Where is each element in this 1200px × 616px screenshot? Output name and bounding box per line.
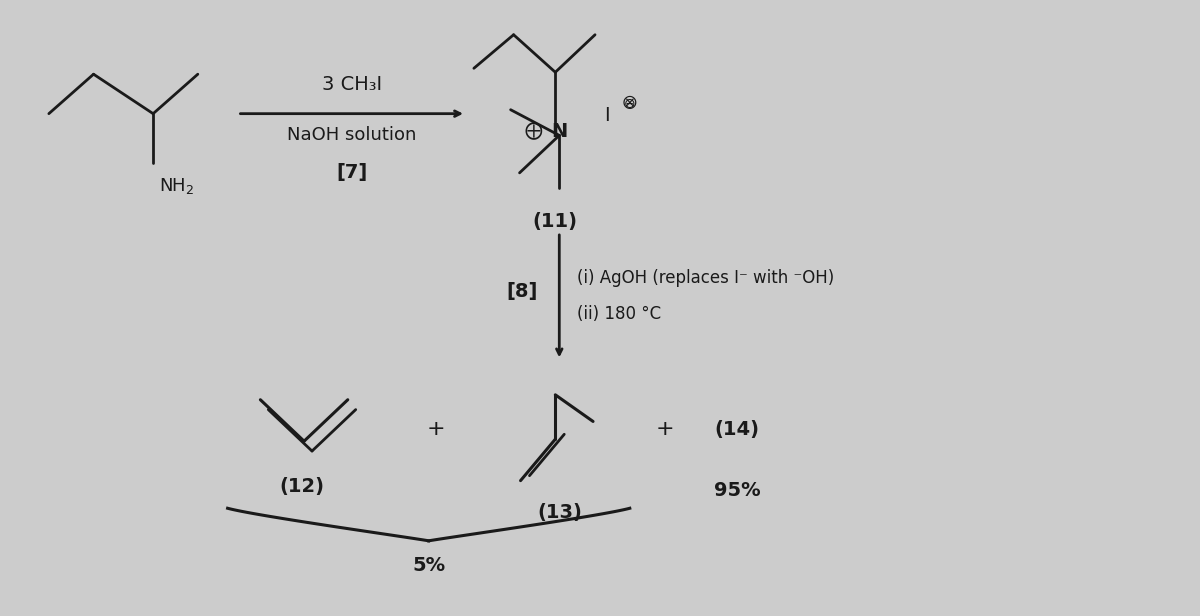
- Text: NH$_2$: NH$_2$: [160, 176, 194, 196]
- Text: NaOH solution: NaOH solution: [287, 126, 416, 144]
- Text: 5%: 5%: [412, 556, 445, 575]
- Text: (13): (13): [538, 503, 583, 522]
- Text: $\bigotimes$: $\bigotimes$: [622, 93, 637, 111]
- Text: (ii) 180 °C: (ii) 180 °C: [577, 305, 661, 323]
- Text: $\bigoplus$: $\bigoplus$: [524, 121, 544, 142]
- Text: I: I: [604, 106, 610, 125]
- Text: N: N: [551, 122, 568, 141]
- Text: 95%: 95%: [714, 480, 761, 500]
- Text: +: +: [655, 419, 674, 439]
- Text: (i) AgOH (replaces I⁻ with ⁻OH): (i) AgOH (replaces I⁻ with ⁻OH): [577, 269, 834, 288]
- Text: +: +: [427, 419, 445, 439]
- Text: (14): (14): [714, 420, 760, 439]
- Text: 3 CH₃I: 3 CH₃I: [322, 75, 382, 94]
- Text: [8]: [8]: [506, 282, 538, 301]
- Text: [7]: [7]: [336, 163, 367, 182]
- Text: (11): (11): [533, 213, 578, 232]
- Text: ⊖: ⊖: [624, 97, 636, 111]
- Text: (12): (12): [280, 477, 324, 496]
